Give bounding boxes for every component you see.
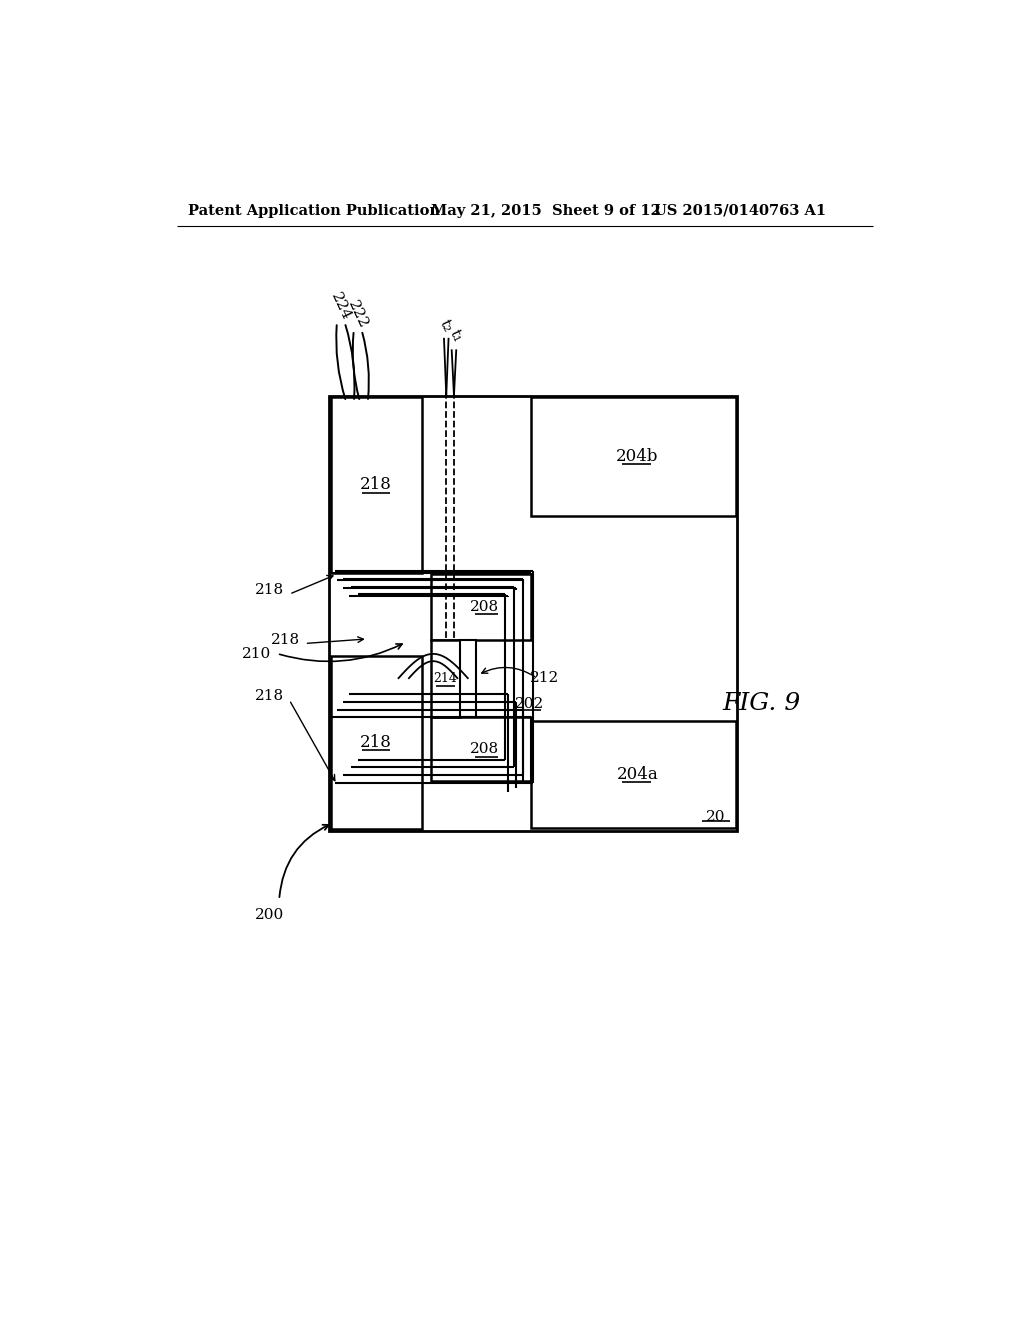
Text: t₂: t₂: [437, 318, 456, 335]
Bar: [460, 640, 475, 717]
Bar: [531, 397, 736, 516]
Bar: [531, 721, 736, 828]
Text: May 21, 2015  Sheet 9 of 12: May 21, 2015 Sheet 9 of 12: [431, 203, 660, 218]
Text: 218: 218: [360, 734, 392, 751]
Text: 202: 202: [515, 697, 544, 710]
Bar: [431, 718, 531, 781]
Text: 20: 20: [706, 809, 726, 824]
Text: t₁: t₁: [447, 327, 465, 345]
Text: 214: 214: [433, 672, 458, 685]
Bar: [431, 574, 531, 640]
Text: 218: 218: [255, 583, 285, 598]
Bar: [431, 640, 460, 717]
Text: 218: 218: [360, 477, 392, 494]
Bar: [331, 397, 422, 573]
Bar: [330, 396, 737, 830]
Text: 208: 208: [470, 599, 500, 614]
Text: 212: 212: [530, 671, 559, 685]
Text: US 2015/0140763 A1: US 2015/0140763 A1: [654, 203, 826, 218]
Text: 218: 218: [270, 634, 300, 647]
Text: 224: 224: [329, 290, 353, 323]
Text: Patent Application Publication: Patent Application Publication: [188, 203, 440, 218]
Text: 210: 210: [243, 647, 271, 660]
Text: 204a: 204a: [616, 766, 658, 783]
Bar: [331, 656, 422, 829]
Text: 208: 208: [470, 742, 500, 756]
Text: 200: 200: [255, 908, 284, 923]
Text: 222: 222: [345, 298, 371, 331]
Text: FIG. 9: FIG. 9: [723, 692, 801, 715]
Text: 218: 218: [255, 689, 285, 702]
Text: 204b: 204b: [616, 447, 658, 465]
